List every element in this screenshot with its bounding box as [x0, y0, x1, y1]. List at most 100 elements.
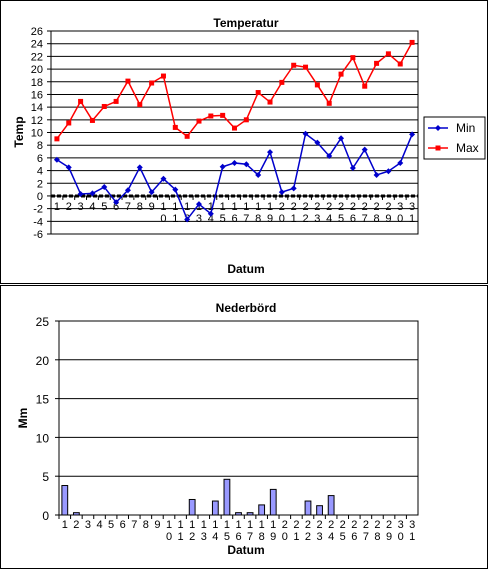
- bar: [211, 500, 219, 516]
- data-point-min: [267, 149, 274, 156]
- data-point-max: [350, 55, 356, 61]
- x-tick-label: 2: [66, 201, 72, 213]
- data-point-max: [303, 64, 309, 70]
- data-point-max: [196, 118, 202, 124]
- x-axis-title: Datum: [227, 262, 264, 276]
- y-tick-label: 18: [31, 77, 43, 89]
- x-tick-label: 8: [143, 519, 149, 531]
- temperature-chart-panel: Temperatur -6 -4 -2 0 2 4 6 8 10 12 14 16 18 20 22 24 26 1…: [0, 0, 488, 284]
- data-point-max: [374, 60, 380, 66]
- bar: [223, 478, 231, 516]
- data-point-max: [243, 117, 249, 123]
- x-tick-label: 7: [131, 519, 137, 531]
- data-point-min: [184, 216, 191, 223]
- data-point-min: [136, 164, 143, 171]
- y-tick-label: 25: [36, 315, 50, 329]
- x-tick-label: 3: [85, 519, 91, 531]
- data-point-max: [125, 78, 131, 84]
- data-point-max: [220, 112, 226, 118]
- temperature-chart: Temperatur-6-4-2024681012141618202224261…: [12, 16, 486, 276]
- data-point-max: [314, 82, 320, 88]
- data-point-max: [149, 80, 155, 86]
- y-axis-title: Mm: [16, 408, 30, 429]
- x-tick-label: 4: [96, 519, 102, 531]
- data-point-max: [279, 79, 285, 85]
- data-point-max: [291, 62, 297, 68]
- data-point-min: [373, 172, 380, 179]
- y-tick-label: 12: [31, 115, 43, 127]
- x-tick-label: 7: [125, 201, 131, 213]
- data-point-min: [409, 131, 416, 138]
- data-point-max: [101, 103, 107, 109]
- data-point-min: [148, 189, 155, 196]
- x-tick-label: 6: [113, 201, 119, 213]
- y-tick-label: 26: [31, 26, 43, 38]
- data-point-max: [184, 133, 190, 139]
- y-tick-label: 10: [36, 431, 50, 445]
- x-tick-label: 2: [73, 519, 79, 531]
- y-tick-label: 0: [37, 191, 43, 203]
- data-point-min: [101, 184, 108, 191]
- bar: [72, 512, 80, 516]
- legend-label-max: Max: [456, 141, 479, 155]
- data-point-max: [160, 73, 166, 79]
- data-point-max: [172, 124, 178, 130]
- data-point-min: [255, 172, 262, 179]
- data-point-min: [302, 130, 309, 137]
- y-tick-label: 4: [37, 166, 43, 178]
- series-line-max: [56, 42, 413, 140]
- data-point-min: [207, 210, 214, 217]
- x-tick-label: 1: [62, 519, 68, 531]
- data-point-min: [89, 190, 96, 197]
- data-point-max: [362, 83, 368, 89]
- data-point-max: [232, 125, 237, 131]
- bar: [188, 498, 196, 516]
- bar: [269, 488, 277, 516]
- data-point-min: [385, 168, 392, 175]
- legend-marker-min: [435, 125, 441, 131]
- data-point-max: [326, 100, 332, 106]
- data-point-max: [137, 102, 143, 108]
- y-tick-label: 5: [42, 470, 49, 484]
- y-tick-label: -2: [33, 204, 43, 216]
- data-point-max: [385, 51, 391, 57]
- legend: [423, 116, 486, 160]
- y-tick-label: 20: [36, 354, 50, 368]
- data-point-max: [66, 120, 72, 126]
- y-tick-label: 10: [31, 128, 43, 140]
- y-tick-label: 20: [31, 64, 43, 76]
- bar: [61, 485, 69, 516]
- chart-title: Temperatur: [213, 16, 278, 30]
- data-point-min: [349, 165, 356, 172]
- data-point-max: [397, 61, 403, 67]
- y-tick-label: -6: [33, 229, 43, 241]
- x-tick-label: 4: [89, 201, 95, 213]
- y-tick-label: 16: [31, 89, 43, 101]
- bar: [304, 500, 312, 516]
- y-tick-label: 15: [36, 393, 50, 407]
- data-point-max: [267, 99, 273, 105]
